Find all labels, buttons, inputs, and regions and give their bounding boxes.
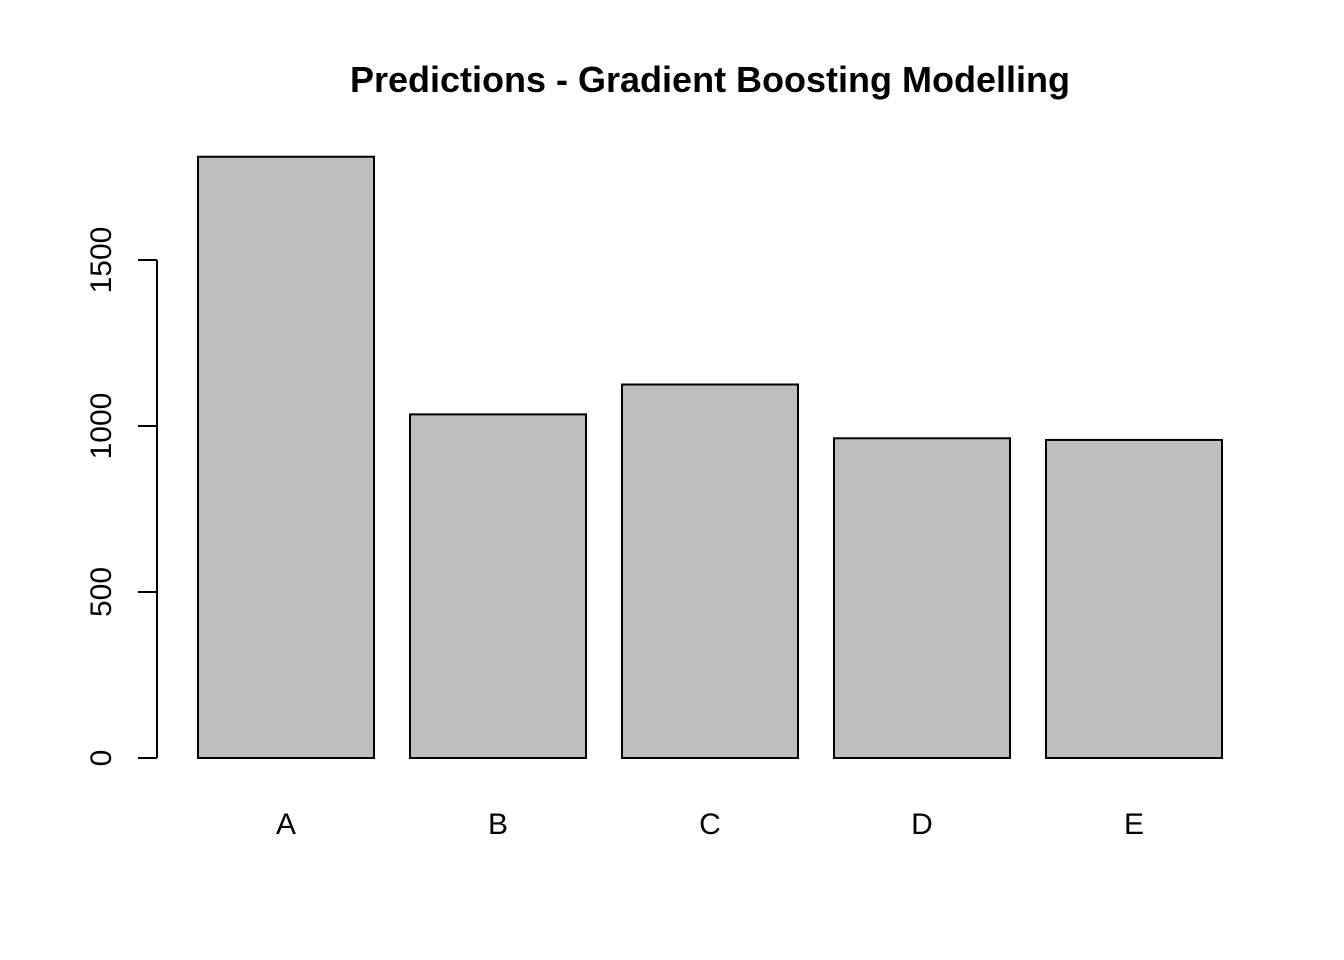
x-tick-label: B: [488, 808, 508, 841]
x-tick-label: C: [699, 808, 721, 841]
y-tick-label: 1500: [85, 227, 118, 294]
y-tick-label: 1000: [85, 393, 118, 460]
bars-group: [197, 155, 1223, 760]
y-tick-label: 500: [85, 567, 118, 617]
x-tick-label: A: [276, 808, 296, 841]
bar-B: [409, 413, 587, 759]
y-tick-label: 0: [85, 750, 118, 767]
x-tick-label: D: [911, 808, 933, 841]
x-tick-labels: A B C D E: [276, 808, 1144, 841]
x-tick-label: E: [1124, 808, 1144, 841]
bar-E: [1045, 438, 1223, 759]
chart-title: Predictions - Gradient Boosting Modellin…: [350, 59, 1070, 100]
bar-D: [833, 437, 1011, 759]
y-axis: 0 500 1000 1500: [85, 227, 158, 767]
bar-A: [197, 155, 375, 760]
bar-C: [621, 383, 799, 759]
